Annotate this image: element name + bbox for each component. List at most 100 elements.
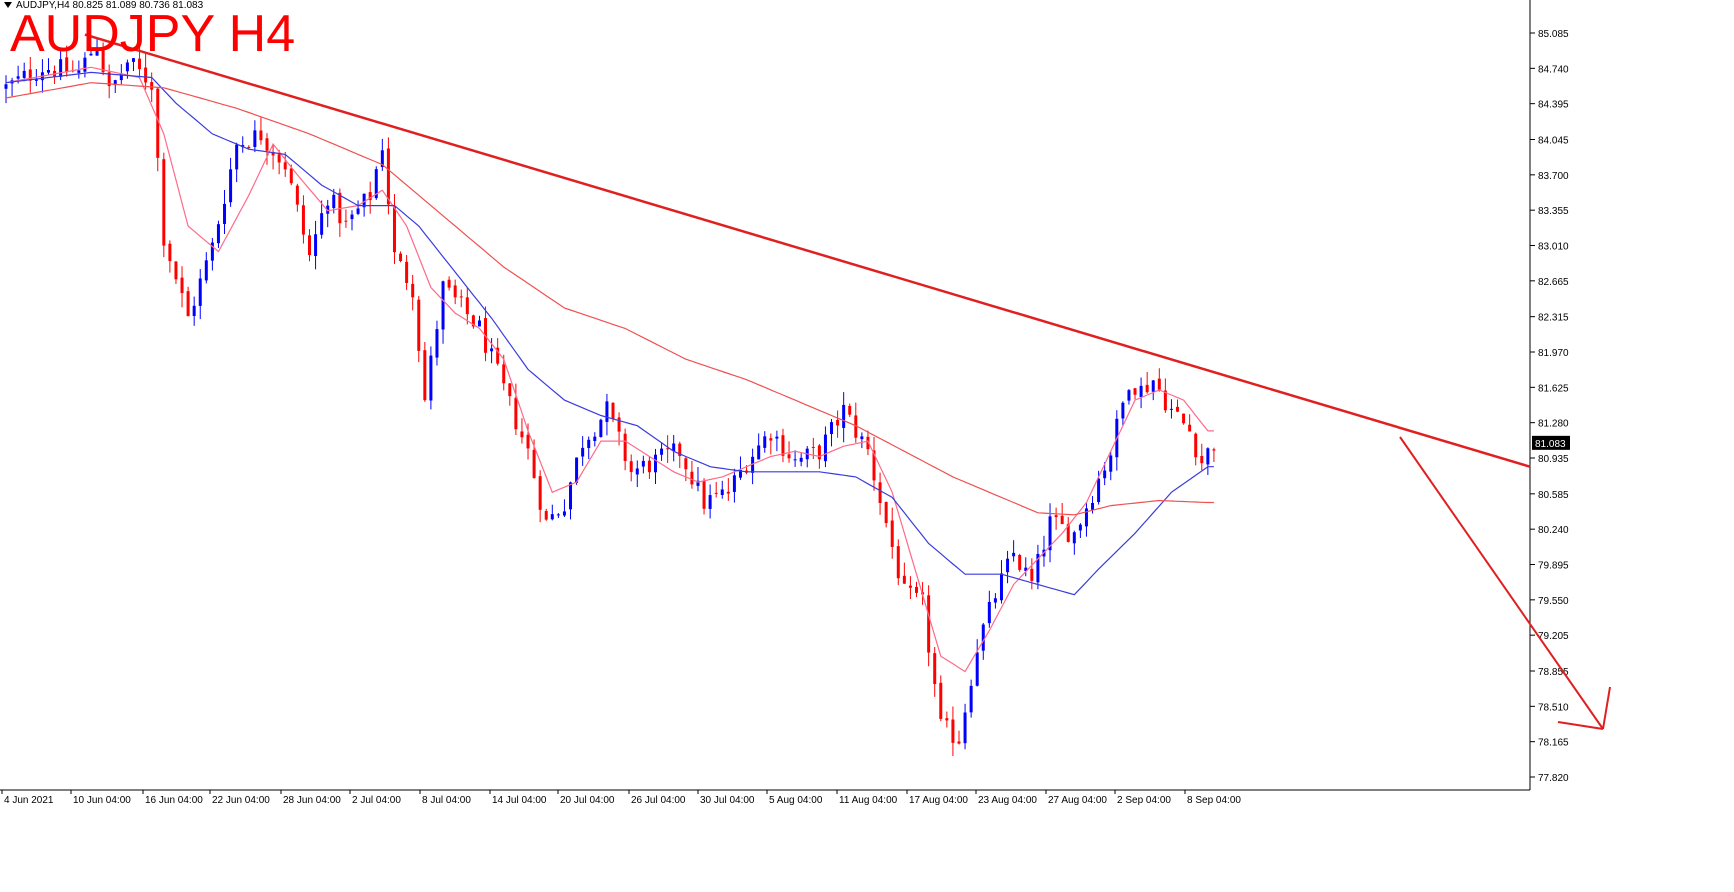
candle-bear <box>423 350 427 401</box>
candle-bear <box>890 520 894 547</box>
resistance-trendline <box>84 33 1531 468</box>
price-tick-label: 84.740 <box>1538 64 1569 75</box>
time-tick-label: 4 Jun 2021 <box>4 795 54 806</box>
candle-bull <box>732 475 736 492</box>
candle-bull <box>77 70 81 73</box>
candle-bear <box>769 438 773 441</box>
candle-bear <box>666 448 670 450</box>
candle-bear <box>1188 424 1192 432</box>
candle-bull <box>738 470 742 478</box>
candle-bull <box>320 213 324 235</box>
candle-bull <box>198 278 202 306</box>
candle-bull <box>429 355 433 401</box>
price-tick-label: 83.355 <box>1538 206 1569 217</box>
candle-bull <box>1206 448 1210 465</box>
candle-bear <box>265 138 269 151</box>
candle-bear <box>811 446 815 448</box>
candle-bull <box>593 436 597 441</box>
price-tick-label: 81.970 <box>1538 348 1569 359</box>
candle-bear <box>678 443 682 457</box>
candle-bear <box>1018 554 1022 570</box>
candle-bear <box>957 741 961 744</box>
candle-bull <box>356 208 360 214</box>
candle-bull <box>641 460 645 467</box>
candle-bear <box>405 261 409 283</box>
candle-bear <box>1194 433 1198 458</box>
price-tick-label: 78.855 <box>1538 667 1569 678</box>
candle-bear <box>471 315 475 327</box>
candle-bull <box>350 214 354 220</box>
candle-bear <box>144 67 148 83</box>
candle-bull <box>653 454 657 473</box>
candle-bear <box>502 364 506 384</box>
current-price-label: 81.083 <box>1535 439 1566 450</box>
candle-bear <box>629 461 633 473</box>
candle-bear <box>878 482 882 503</box>
time-tick-label: 14 Jul 04:00 <box>492 795 547 806</box>
candle-bull <box>987 601 991 624</box>
candle-bull <box>708 495 712 509</box>
symbol-header: AUDJPY,H4 80.825 81.089 80.736 81.083 <box>4 0 203 11</box>
downward-arrow-shaft <box>1399 436 1604 730</box>
current-price-label-bg <box>1532 435 1570 450</box>
price-tick-label: 79.205 <box>1538 631 1569 642</box>
candle-bull <box>1072 532 1076 544</box>
time-tick-label: 26 Jul 04:00 <box>631 795 686 806</box>
candle-bull <box>830 422 834 435</box>
candle-bear <box>702 481 706 509</box>
candle-bear <box>1060 515 1064 525</box>
candle-bear <box>295 185 299 205</box>
candle-bear <box>168 243 172 262</box>
candle-bull <box>1109 455 1113 472</box>
candle-bull <box>119 73 123 81</box>
candle-bear <box>162 159 166 246</box>
time-tick-label: 11 Aug 04:00 <box>839 795 898 806</box>
candle-bear <box>787 454 791 459</box>
candle-bear <box>726 491 730 494</box>
candle-bull <box>22 70 26 78</box>
candle-bear <box>902 575 906 584</box>
price-tick-label: 78.510 <box>1538 702 1569 713</box>
candle-bull <box>435 329 439 358</box>
candle-bear <box>180 277 184 294</box>
candle-bull <box>599 419 603 438</box>
downward-arrow-head-left <box>1557 721 1604 730</box>
candle-bear <box>945 718 949 721</box>
time-tick-label: 27 Aug 04:00 <box>1048 795 1107 806</box>
candle-bear <box>107 72 111 87</box>
candle-bull <box>993 598 997 603</box>
chart-title: AUDJPY H4 <box>10 5 296 63</box>
collapse-triangle-icon[interactable] <box>4 2 12 9</box>
candle-bear <box>532 449 536 478</box>
candle-bull <box>763 436 767 448</box>
candle-bull <box>860 436 864 440</box>
candle-bull <box>635 468 639 475</box>
candle-bull <box>204 260 208 281</box>
time-tick-label: 2 Jul 04:00 <box>352 795 401 806</box>
candle-bull <box>1006 558 1010 573</box>
candle-bear <box>459 296 463 298</box>
time-tick-label: 22 Jun 04:00 <box>212 795 270 806</box>
candle-bear <box>684 458 688 470</box>
candle-bull <box>793 459 797 461</box>
candle-bull <box>605 401 609 422</box>
candle-bear <box>453 285 457 298</box>
candle-bear <box>283 162 287 170</box>
candle-bear <box>781 435 785 456</box>
candle-bear <box>690 471 694 485</box>
candle-bull <box>562 511 566 516</box>
candle-bear <box>508 383 512 397</box>
candle-bull <box>660 448 664 455</box>
candle-bull <box>229 169 233 203</box>
candle-bear <box>247 146 251 149</box>
candle-bull <box>374 169 378 199</box>
candle-bear <box>915 586 918 593</box>
candle-bear <box>526 434 530 449</box>
time-tick-label: 17 Aug 04:00 <box>909 795 968 806</box>
candle-bear <box>538 476 542 510</box>
time-tick-label: 10 Jun 04:00 <box>73 795 131 806</box>
candle-bear <box>174 261 178 280</box>
candle-bull <box>16 76 20 79</box>
